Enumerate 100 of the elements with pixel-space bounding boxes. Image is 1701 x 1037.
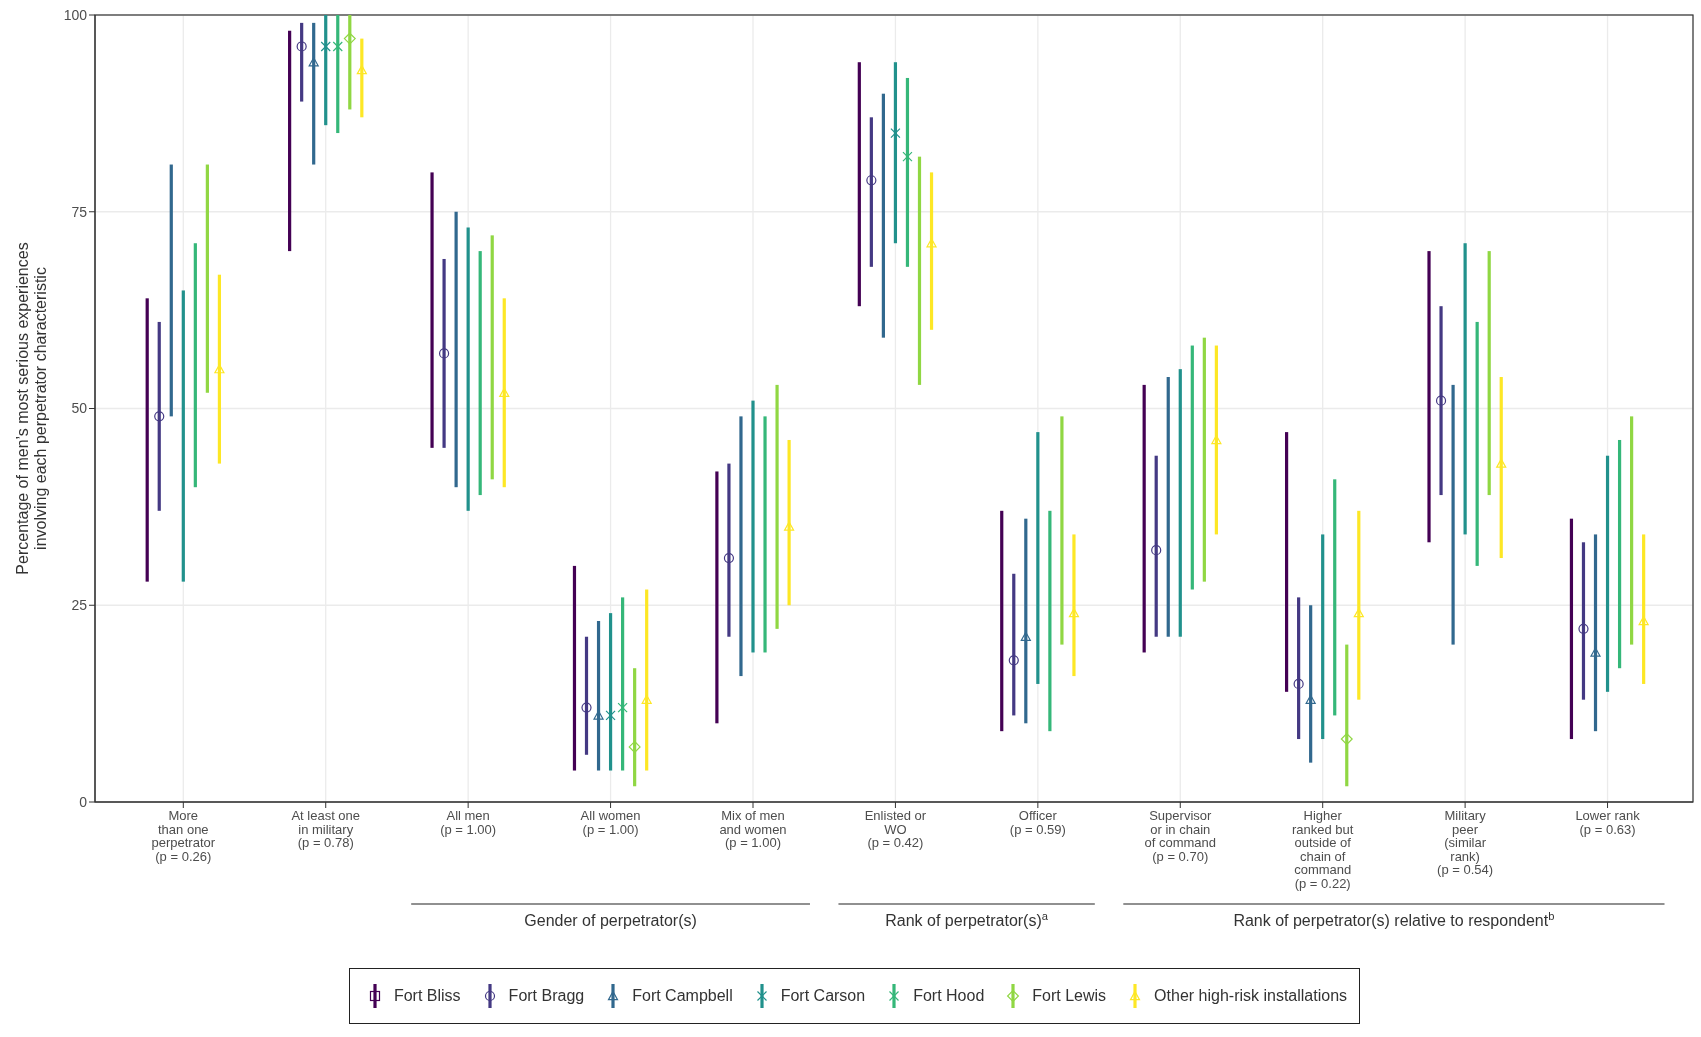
x-tick-label: Supervisor or in chain of command (p = 0.70) xyxy=(1144,808,1217,864)
bar xyxy=(1190,345,1194,590)
legend-label: Other high-risk installations xyxy=(1154,987,1348,1005)
bar xyxy=(312,22,316,165)
bar xyxy=(1202,337,1206,582)
bar xyxy=(442,258,446,448)
bar xyxy=(775,384,779,629)
bar xyxy=(1642,534,1646,684)
bar xyxy=(193,243,197,488)
x-tick-label: More than one perpetrator (p = 0.26) xyxy=(151,808,216,864)
legend-label: Fort Carson xyxy=(780,987,866,1005)
bar xyxy=(1345,644,1349,787)
bar xyxy=(1178,369,1182,637)
bar xyxy=(145,298,149,582)
bar xyxy=(1333,479,1337,716)
bar xyxy=(787,439,791,606)
y-tick-label: 25 xyxy=(71,597,88,614)
bar xyxy=(763,416,767,653)
bar xyxy=(1309,605,1313,763)
bar xyxy=(1581,542,1586,700)
y-tick-label: 0 xyxy=(79,793,88,810)
bar xyxy=(1499,377,1503,559)
bar xyxy=(430,172,434,448)
legend-label: Fort Bliss xyxy=(393,987,461,1005)
bar xyxy=(608,613,613,771)
x-tick-label: Enlisted or WO (p = 0.42) xyxy=(864,808,927,850)
x-tick-label: All women (p = 1.00) xyxy=(580,808,641,837)
bar xyxy=(1000,510,1004,732)
text: Gender of perpetrator(s) xyxy=(524,912,697,929)
bar xyxy=(324,15,328,126)
bar xyxy=(751,400,755,653)
bar xyxy=(1569,518,1574,740)
bar xyxy=(1024,518,1028,724)
y-tick-label: 50 xyxy=(71,400,88,417)
bar xyxy=(917,156,922,385)
legend-label: Fort Bragg xyxy=(508,987,585,1005)
bar xyxy=(929,172,934,330)
bar xyxy=(857,62,861,307)
bar xyxy=(739,416,743,677)
legend-label: Fort Lewis xyxy=(1032,987,1107,1005)
bar xyxy=(157,321,161,511)
bar xyxy=(205,164,209,393)
bar xyxy=(1487,251,1491,496)
bar xyxy=(1142,384,1146,653)
x-tick-label: Lower rank (p = 0.63) xyxy=(1575,808,1641,837)
bar xyxy=(288,30,292,252)
bar xyxy=(1284,432,1289,692)
bar xyxy=(300,22,304,102)
bar xyxy=(584,636,589,755)
y-tick-label: 100 xyxy=(63,6,88,23)
bar xyxy=(169,164,173,417)
bar xyxy=(1630,416,1634,645)
bar xyxy=(1463,243,1467,535)
bar xyxy=(621,597,625,771)
bar xyxy=(869,117,873,267)
x-tick-label: Officer (p = 0.59) xyxy=(1009,808,1066,837)
bar xyxy=(348,15,352,110)
bar xyxy=(715,471,719,724)
x-tick-label: Military peer (similar rank) (p = 0.54) xyxy=(1437,808,1494,877)
text: Rank of perpetrator(s) relative to respondent$^{b}$ xyxy=(1233,910,1555,929)
bar xyxy=(572,565,577,771)
x-tick-label: At least one in military (p = 0.78) xyxy=(291,808,361,850)
bar xyxy=(478,251,482,496)
bar xyxy=(1166,377,1170,637)
text: Rank of perpetrator(s)$^{a}$ xyxy=(885,910,1049,929)
bar xyxy=(1012,573,1016,716)
bar xyxy=(1617,439,1622,669)
bar xyxy=(1154,455,1158,637)
bar xyxy=(1357,510,1361,700)
bar xyxy=(336,15,340,134)
bar xyxy=(893,62,898,244)
bar xyxy=(1439,306,1443,496)
bar xyxy=(1072,534,1076,677)
y-axis-title: Percentage of men’s most serious experiences involving each perpetrator characteristic xyxy=(14,242,49,575)
bar xyxy=(727,463,731,637)
bar xyxy=(217,274,222,464)
legend-label: Fort Hood xyxy=(913,987,985,1005)
bar xyxy=(881,93,885,338)
bar xyxy=(502,298,506,488)
bar xyxy=(1475,321,1479,566)
bar xyxy=(1060,416,1064,645)
x-tick-label: Higher ranked but outside of chain of command (p = 0.22) xyxy=(1291,808,1354,891)
bar xyxy=(1036,432,1040,684)
bar xyxy=(596,620,601,771)
bar xyxy=(1214,345,1218,535)
bar xyxy=(1321,534,1325,740)
bar xyxy=(490,235,494,480)
bar xyxy=(1048,510,1052,732)
bar xyxy=(454,211,458,488)
x-tick-label: All men (p = 1.00) xyxy=(440,808,497,837)
y-tick-label: 75 xyxy=(71,203,88,220)
bar xyxy=(181,290,185,582)
bar xyxy=(1593,534,1598,732)
bar xyxy=(466,227,470,511)
bar xyxy=(633,668,637,787)
bar xyxy=(1605,455,1610,692)
bar xyxy=(1427,251,1431,543)
legend-label: Fort Campbell xyxy=(632,987,733,1005)
bar xyxy=(1297,597,1301,740)
bar xyxy=(905,77,910,267)
